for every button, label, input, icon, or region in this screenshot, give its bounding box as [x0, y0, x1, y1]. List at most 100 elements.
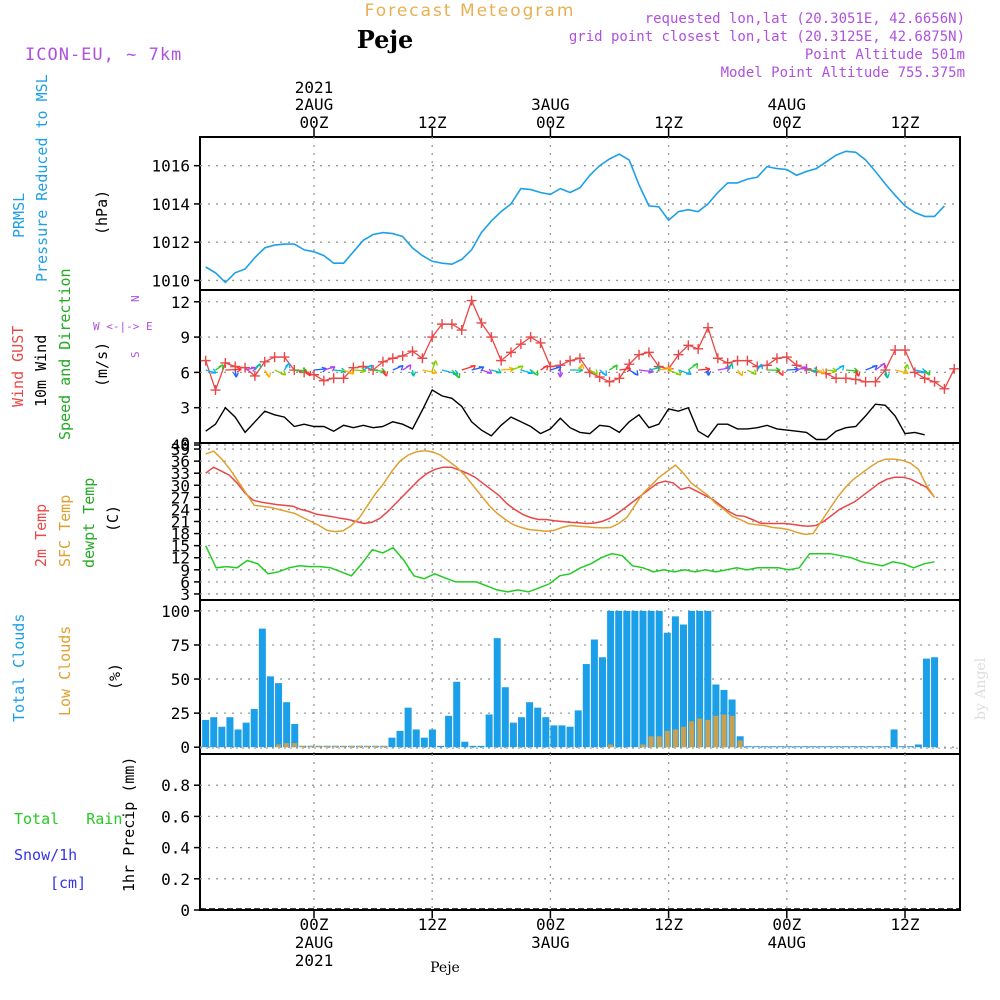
low-cloud-bar — [284, 743, 290, 748]
wind-arrow-head — [432, 360, 438, 366]
y-tick-label: 0 — [180, 434, 190, 453]
total-cloud-bar — [607, 610, 615, 748]
wind-arrow-head — [692, 362, 699, 369]
total-cloud-bar — [914, 744, 922, 748]
wind-arrow-head — [853, 367, 859, 374]
top-time-label: 00Z — [772, 113, 801, 132]
total-cloud-bar — [404, 707, 412, 748]
prmsl-desc-label: Pressure Reduced to MSL — [33, 74, 51, 282]
gust-marker — [279, 352, 290, 363]
gust-marker — [210, 385, 221, 396]
gust-marker — [909, 367, 920, 378]
gust-marker — [565, 355, 576, 366]
gust-marker — [476, 317, 487, 328]
wind-arrow — [698, 368, 711, 371]
compass-we: W <-|-> E — [93, 320, 153, 333]
total-cloud-bar — [696, 610, 704, 748]
pressure-line — [205, 150, 945, 284]
dewpt-label: dewpt Temp — [80, 478, 98, 568]
y-tick-label: 27 — [171, 488, 190, 507]
low-cloud-bar — [689, 721, 695, 748]
total-cloud-bar — [275, 683, 283, 748]
wind-arrow-head — [819, 368, 826, 375]
wind-arrow-head — [533, 370, 539, 376]
gust-marker — [249, 370, 260, 381]
wind-arrow-head — [675, 370, 682, 376]
low-cloud-bar — [276, 744, 282, 748]
total-cloud-bar — [234, 729, 242, 748]
total-cloud-bar — [266, 676, 274, 748]
gust-marker — [259, 356, 270, 367]
total-cloud-bar — [250, 709, 258, 748]
wind-arrow-head — [883, 373, 890, 379]
low-cloud-bar — [648, 736, 654, 748]
gust-marker — [840, 373, 851, 384]
total-cloud-bar — [202, 719, 210, 748]
grid-point-coords: grid point closest lon,lat (20.3125E, 42… — [569, 29, 965, 45]
gust-marker — [466, 295, 477, 306]
gust-marker — [919, 373, 930, 384]
gust-marker — [771, 353, 782, 364]
wind-arrow-head — [854, 371, 861, 377]
wind-arrow-head — [302, 367, 308, 374]
total-cloud-bar — [704, 610, 712, 748]
total-cloud-bar — [760, 746, 768, 748]
total-cloud-bar — [526, 702, 534, 748]
gust-marker — [348, 362, 359, 373]
wind-arrow-head — [329, 366, 336, 372]
total-cloud-bar — [437, 745, 445, 748]
low-cloud-bar — [381, 745, 387, 748]
bottom-date-label: 4AUG — [768, 933, 807, 952]
wind-arrow — [638, 369, 654, 373]
wind-labels: Wind GUST 10m Wind Speed and Direction (… — [9, 268, 153, 440]
low-cloud-bar — [340, 745, 346, 748]
wind10m-label: 10m Wind — [32, 335, 50, 407]
wind-arrow — [717, 367, 731, 371]
dewpt-line — [205, 545, 935, 593]
total-cloud-bar — [866, 746, 874, 748]
wind-direction-arrows — [205, 360, 931, 379]
gust-marker — [870, 376, 881, 387]
top-date-label: 2AUG — [295, 95, 334, 114]
wind-arrow-head — [612, 364, 618, 370]
gust-marker — [683, 340, 694, 351]
wind-arrow-head — [233, 372, 239, 378]
wind-arrow-head — [578, 363, 585, 370]
y-tick-label: 33 — [171, 464, 190, 483]
low-cloud-bar — [721, 714, 727, 748]
wind-arrow-head — [348, 369, 355, 375]
low-cloud-bars — [276, 714, 743, 748]
wind-arrow-head — [705, 370, 712, 376]
gust-marker — [407, 346, 418, 357]
total-cloud-bar — [631, 610, 639, 748]
total-cloud-bar — [598, 657, 606, 748]
low-cloud-bar — [656, 736, 662, 748]
gust-marker — [200, 355, 211, 366]
y-tick-label: 36 — [171, 452, 190, 471]
gust-marker — [496, 355, 507, 366]
snow-unit-label: [cm] — [50, 874, 86, 892]
total-clouds-label: Total Clouds — [10, 614, 28, 722]
total-cloud-bar — [509, 722, 517, 748]
wind-arrow-head — [831, 367, 837, 374]
gust-marker — [693, 343, 704, 354]
low-cloud-bar — [680, 726, 686, 748]
gust-marker — [437, 319, 448, 330]
gust-marker — [318, 375, 329, 386]
prmsl-label: PRMSL — [10, 193, 28, 238]
wind-arrow-head — [367, 364, 373, 371]
wind-arrow-head — [284, 362, 291, 369]
total-cloud-bar — [874, 746, 882, 748]
wind-arrow-head — [778, 370, 784, 377]
wind-arrow-head — [255, 363, 262, 369]
wind-arrow-head — [305, 370, 311, 377]
location-title: Peje — [357, 25, 414, 54]
wind-arrow-head — [903, 368, 909, 375]
total-cloud-bar — [882, 746, 890, 748]
temp2m-label: 2m Temp — [32, 504, 50, 567]
total-cloud-bar — [623, 610, 631, 748]
model-label: ICON-EU, ~ 7km — [25, 45, 182, 65]
low-clouds-label: Low Clouds — [56, 626, 74, 716]
